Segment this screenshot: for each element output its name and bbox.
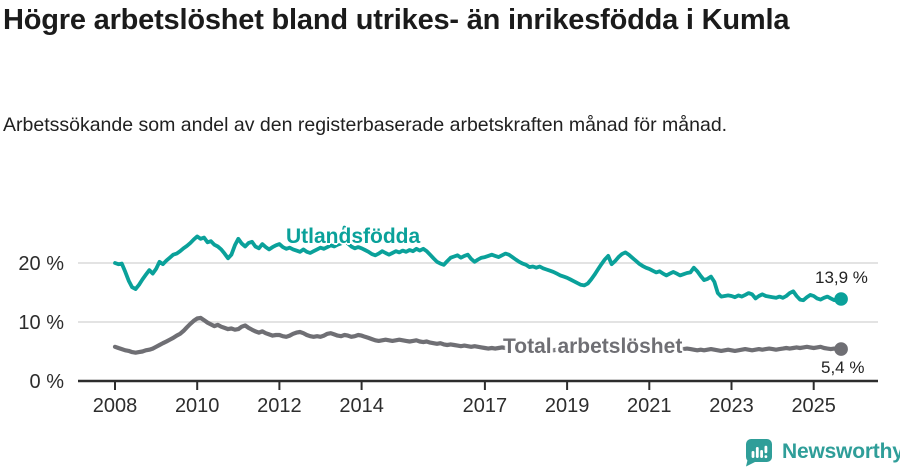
series-line-1 <box>112 315 844 355</box>
series-line-0 <box>113 225 843 303</box>
x-axis-tick-label: 2010 <box>175 395 220 417</box>
x-axis-tick-label: 2021 <box>627 395 672 417</box>
x-axis-tick-label: 2023 <box>709 395 754 417</box>
series-end-dot-1 <box>834 342 848 356</box>
end-value-label-total-arbetsloshet: 5,4 % <box>821 358 865 377</box>
series-label-utlandsfodda: Utlandsfödda <box>286 225 421 248</box>
x-axis-tick-label: 2025 <box>791 395 836 417</box>
x-axis-tick-label: 2014 <box>339 395 384 417</box>
y-axis-tick-label: 20 % <box>18 253 64 275</box>
brand-name: Newsworthy <box>782 440 900 463</box>
series-label-total-arbetsloshet: Total arbetslöshet <box>503 335 683 358</box>
y-axis-tick-label: 10 % <box>18 312 64 334</box>
x-axis-tick-label: 2008 <box>93 395 138 417</box>
x-axis-tick-label: 2019 <box>545 395 590 417</box>
series-end-dot-0 <box>834 292 848 306</box>
y-axis-tick-label: 0 % <box>30 371 65 393</box>
x-axis-tick-label: 2012 <box>257 395 302 417</box>
footer-branding: Newsworthy <box>744 437 900 467</box>
chart-title: Högre arbetslöshet bland utrikes- än inr… <box>3 4 790 36</box>
end-value-label-utlandsfodda: 13,9 % <box>815 268 868 287</box>
chart-subtitle: Arbetssökande som andel av den registerb… <box>3 114 728 136</box>
x-axis-tick-label: 2017 <box>463 395 508 417</box>
newsworthy-logo-icon <box>746 439 772 467</box>
